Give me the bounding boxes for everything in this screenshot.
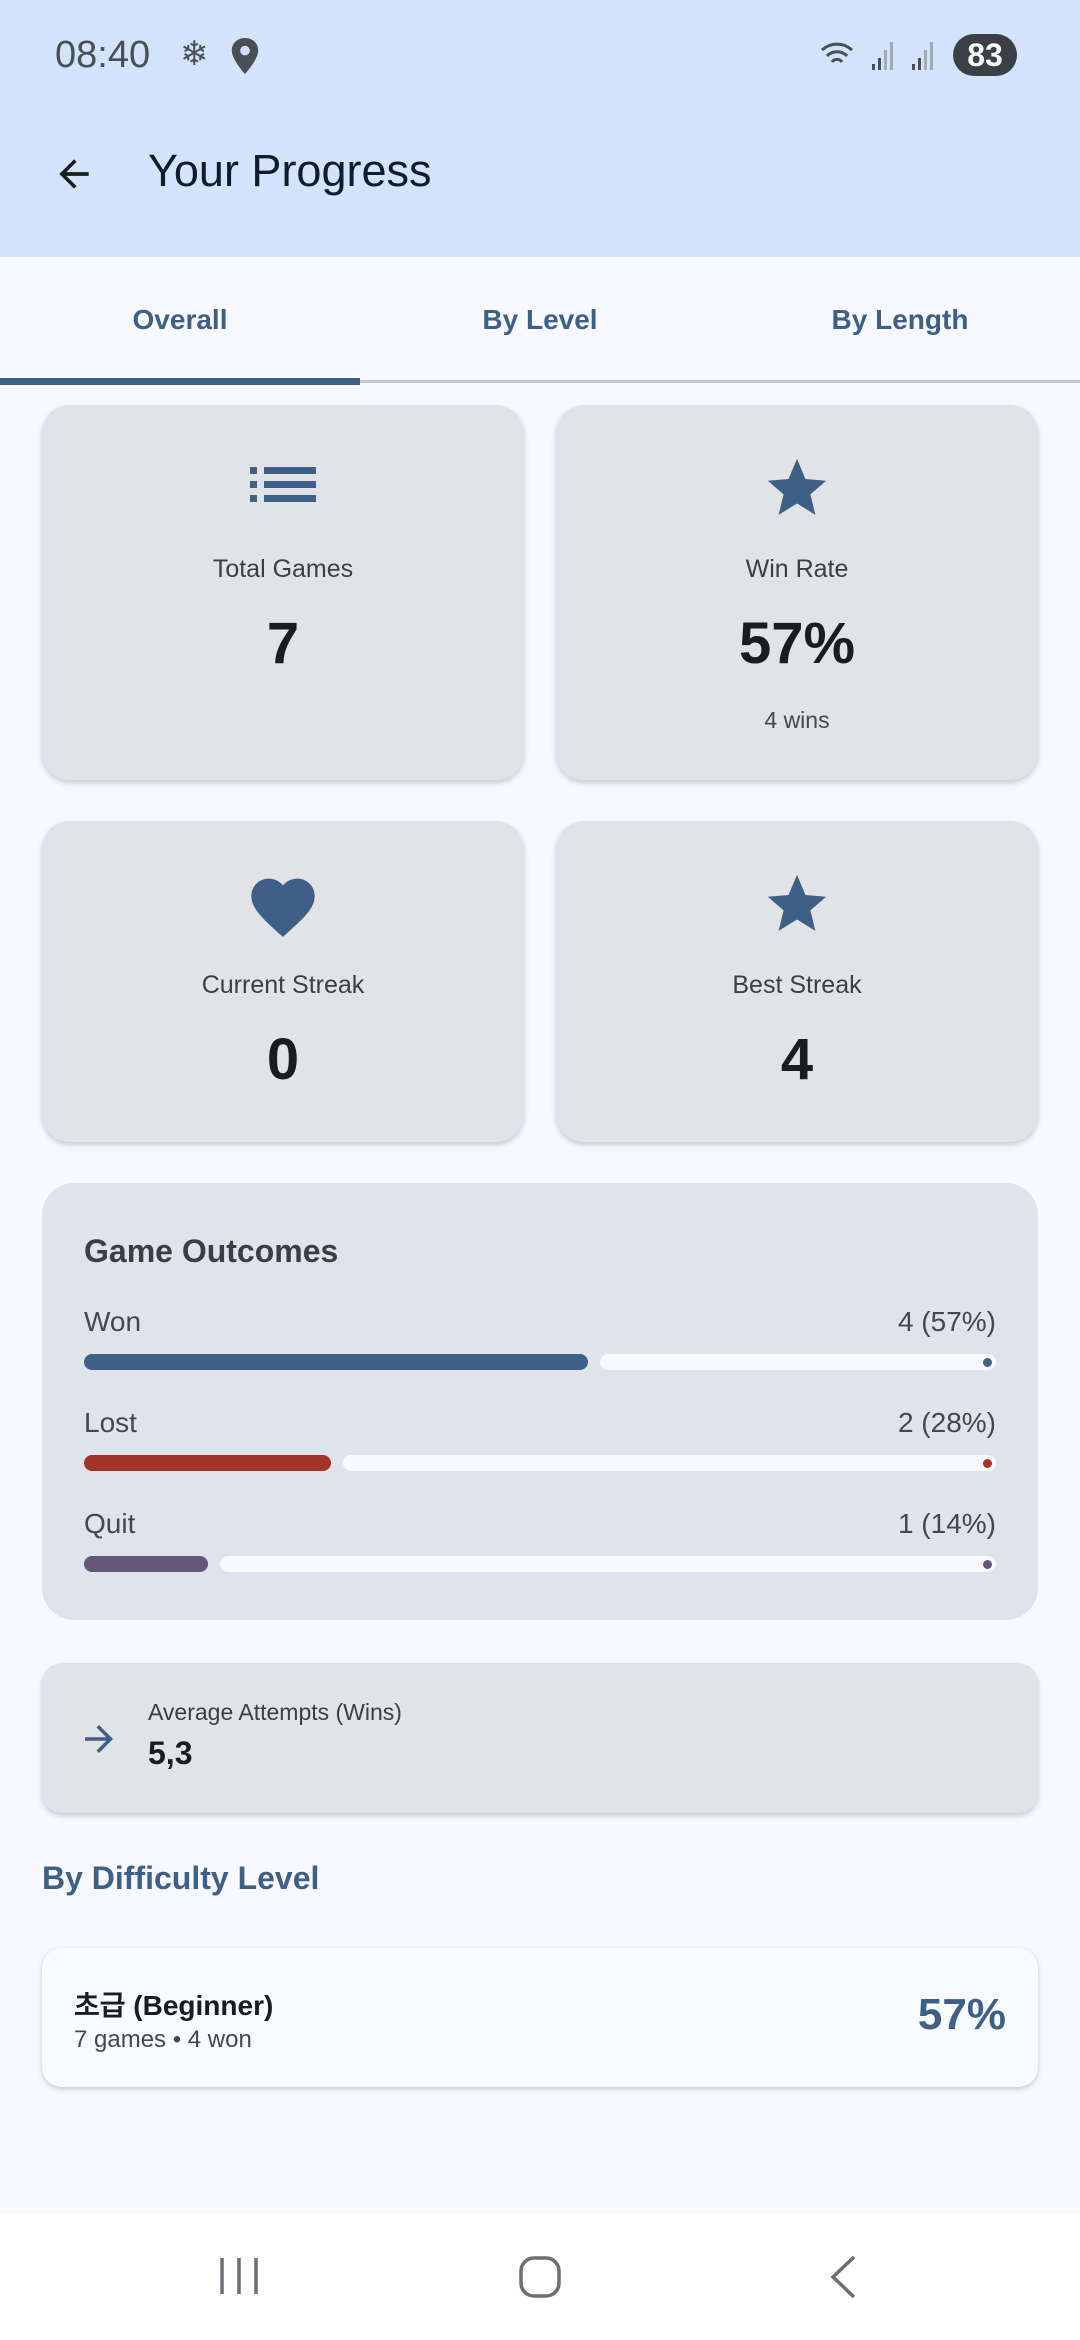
average-value: 5,3 — [148, 1735, 193, 1771]
stat-sub: 4 wins — [764, 707, 830, 733]
win-rate-card: Win Rate 57% 4 wins — [556, 405, 1038, 780]
outcome-count: 4 (57%) — [897, 1306, 996, 1337]
outcome-name: Quit — [84, 1508, 136, 1539]
tab-by-level[interactable]: By Level — [482, 304, 598, 335]
level-detail: 7 games • 4 won — [74, 2026, 252, 2053]
list-icon — [250, 467, 316, 502]
status-time: 08:40 — [55, 34, 151, 76]
outcome-name: Won — [84, 1306, 142, 1337]
average-attempts-card: Average Attempts (Wins) 5,3 — [42, 1663, 1038, 1813]
progress-end-dot — [983, 1459, 992, 1468]
level-name: 초급 (Beginner) — [74, 1990, 274, 2021]
progress-end-dot — [983, 1560, 992, 1569]
progress-track — [600, 1354, 996, 1370]
stat-label: Win Rate — [745, 555, 849, 583]
tab-bar: Overall By Level By Length — [0, 257, 1080, 383]
progress-track — [343, 1455, 996, 1471]
tab-by-length[interactable]: By Length — [831, 304, 969, 335]
back-arrow-icon[interactable] — [52, 152, 96, 196]
progress-track — [220, 1556, 996, 1572]
outcome-count: 1 (14%) — [897, 1508, 996, 1539]
location-icon — [231, 38, 259, 74]
outcome-name: Lost — [84, 1407, 137, 1438]
progress-fill — [84, 1354, 589, 1370]
progress-fill — [84, 1556, 209, 1572]
back-nav-icon[interactable] — [828, 2255, 858, 2299]
total-games-card: Total Games 7 — [42, 405, 524, 780]
average-label: Average Attempts (Wins) — [148, 1699, 402, 1725]
progress-end-dot — [983, 1358, 992, 1367]
stat-value: 0 — [266, 1027, 300, 1092]
tab-overall[interactable]: Overall — [132, 304, 228, 335]
difficulty-item[interactable]: 초급 (Beginner) 7 games • 4 won 57% — [42, 1948, 1038, 2087]
battery-indicator: 83 — [953, 34, 1017, 76]
difficulty-heading: By Difficulty Level — [42, 1860, 320, 1896]
stat-value: 4 — [780, 1027, 814, 1092]
best-streak-card: Best Streak 4 — [556, 821, 1038, 1142]
system-nav-bar — [0, 2213, 1080, 2340]
snowflake-icon: ❄ — [180, 35, 209, 73]
outcomes-title: Game Outcomes — [84, 1233, 339, 1269]
home-icon[interactable] — [518, 2255, 562, 2299]
star-icon — [767, 874, 827, 931]
signal-icons — [820, 42, 933, 70]
stat-label: Best Streak — [732, 971, 862, 999]
outcome-count: 2 (28%) — [897, 1407, 996, 1438]
stat-label: Total Games — [212, 555, 354, 583]
stat-label: Current Streak — [201, 971, 365, 999]
outcome-progress-bar — [84, 1354, 996, 1370]
game-outcomes-card: Game Outcomes Won 4 (57%) Lost 2 (28%) Quit 1… — [42, 1183, 1038, 1620]
progress-fill — [84, 1455, 332, 1471]
top-bar — [0, 0, 1080, 257]
outcome-progress-bar — [84, 1556, 996, 1572]
arrow-right-icon — [85, 1725, 113, 1753]
outcome-progress-bar — [84, 1455, 996, 1471]
current-streak-card: Current Streak 0 — [42, 821, 524, 1142]
tab-indicator — [0, 378, 360, 385]
heart-icon — [251, 878, 315, 937]
recent-apps-icon[interactable] — [218, 2256, 260, 2296]
stat-value: 57% — [738, 611, 856, 676]
level-rate: 57% — [917, 1990, 1006, 2039]
stat-value: 7 — [266, 611, 300, 676]
star-icon — [767, 458, 827, 515]
page-title: Your Progress — [148, 145, 432, 196]
